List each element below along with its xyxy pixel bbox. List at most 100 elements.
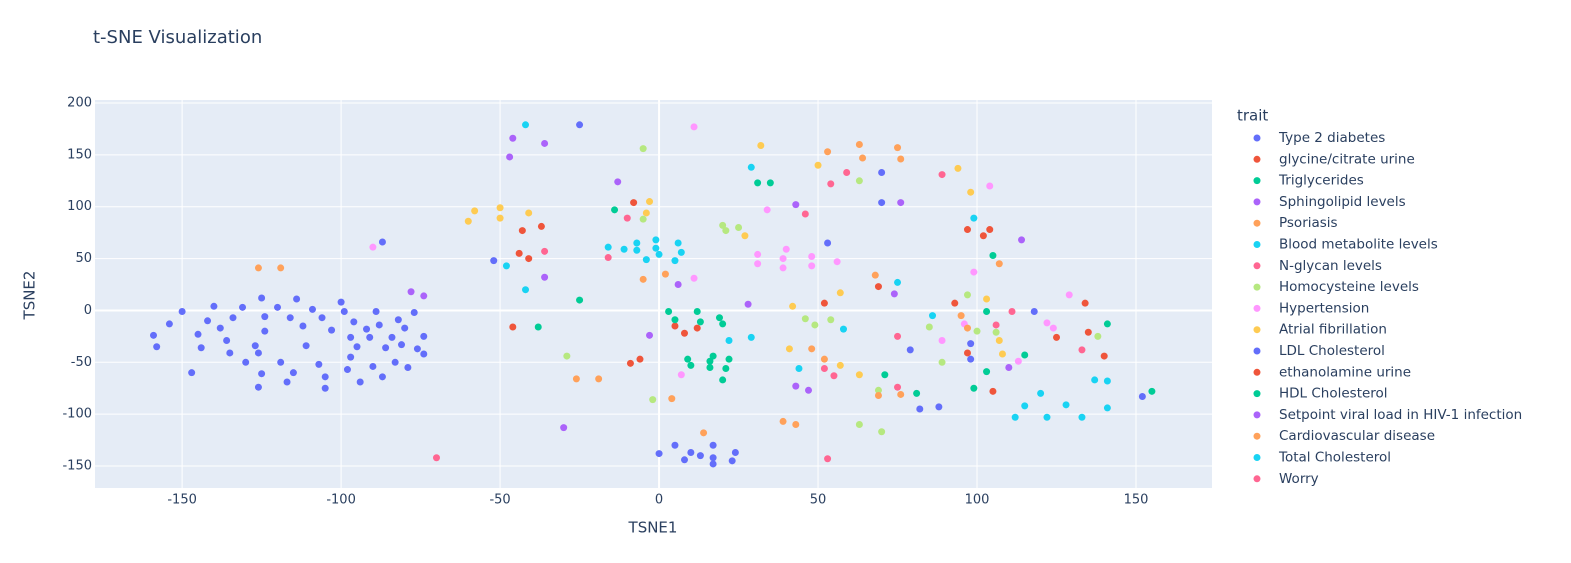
- point: [995, 260, 1003, 268]
- point: [353, 343, 361, 351]
- point: [178, 307, 186, 315]
- point: [328, 326, 336, 334]
- point: [261, 327, 269, 335]
- point: [894, 332, 902, 340]
- point: [792, 421, 800, 429]
- chart-title: t-SNE Visualization: [93, 27, 262, 48]
- legend-marker: [1253, 475, 1261, 483]
- point: [420, 350, 428, 358]
- point: [687, 449, 695, 457]
- point: [824, 239, 832, 247]
- y-tick-label: 50: [75, 251, 92, 266]
- point: [855, 140, 863, 148]
- point: [289, 369, 297, 377]
- point: [223, 337, 231, 345]
- point: [665, 307, 673, 315]
- point: [894, 278, 902, 286]
- point: [696, 452, 704, 460]
- x-tick-label: 150: [1124, 493, 1149, 508]
- point: [432, 454, 440, 462]
- point: [805, 386, 813, 394]
- point: [1091, 376, 1099, 384]
- x-axis-title: TSNE1: [628, 519, 678, 537]
- point: [814, 161, 822, 169]
- point: [894, 383, 902, 391]
- point: [766, 179, 774, 187]
- point: [871, 271, 879, 279]
- y-tick-label: 0: [84, 303, 92, 318]
- point: [258, 370, 266, 378]
- point: [782, 245, 790, 253]
- point: [254, 383, 262, 391]
- point: [715, 314, 723, 322]
- point: [859, 154, 867, 162]
- point: [897, 155, 905, 163]
- point: [1014, 357, 1022, 365]
- point: [935, 403, 943, 411]
- point: [963, 226, 971, 234]
- point: [388, 333, 396, 341]
- point: [706, 357, 714, 365]
- point: [995, 337, 1003, 345]
- point: [986, 226, 994, 234]
- point: [836, 361, 844, 369]
- point: [261, 313, 269, 321]
- y-axis-title: TSNE2: [21, 271, 39, 321]
- point: [820, 365, 828, 373]
- point: [808, 345, 816, 353]
- point: [410, 309, 418, 317]
- point: [496, 204, 504, 212]
- point: [652, 244, 660, 252]
- point: [1103, 320, 1111, 328]
- point: [563, 352, 571, 360]
- point: [789, 302, 797, 310]
- point: [343, 366, 351, 374]
- point: [502, 262, 510, 270]
- point: [855, 421, 863, 429]
- legend-label: Blood metabolite levels: [1279, 237, 1438, 253]
- point: [604, 254, 612, 262]
- point: [989, 387, 997, 395]
- point: [611, 206, 619, 214]
- point: [671, 441, 679, 449]
- point: [709, 460, 717, 468]
- point: [709, 441, 717, 449]
- point: [808, 262, 816, 270]
- point: [677, 371, 685, 379]
- y-tick-label: -50: [71, 355, 92, 370]
- point: [404, 363, 412, 371]
- point: [792, 382, 800, 390]
- point: [792, 201, 800, 209]
- point: [188, 369, 196, 377]
- point: [633, 239, 641, 247]
- point: [709, 352, 717, 360]
- point: [576, 296, 584, 304]
- point: [277, 264, 285, 272]
- point: [989, 251, 997, 259]
- point: [509, 134, 517, 142]
- point: [874, 386, 882, 394]
- point: [652, 236, 660, 244]
- point: [801, 315, 809, 323]
- point: [684, 355, 692, 363]
- point: [226, 349, 234, 357]
- point: [210, 302, 218, 310]
- legend-label: glycine/citrate urine: [1279, 151, 1415, 167]
- point: [706, 363, 714, 371]
- legend-label: Homocysteine levels: [1279, 279, 1419, 295]
- point: [537, 222, 545, 230]
- point: [874, 283, 882, 291]
- legend-marker: [1253, 262, 1261, 270]
- point: [735, 223, 743, 231]
- point: [150, 331, 158, 339]
- point: [967, 188, 975, 196]
- legend-label: Cardiovascular disease: [1279, 428, 1435, 444]
- point: [731, 449, 739, 457]
- point: [1148, 387, 1156, 395]
- point: [1094, 332, 1102, 340]
- legend-label: ethanolamine urine: [1279, 364, 1411, 380]
- point: [407, 288, 415, 296]
- point: [506, 153, 514, 161]
- point: [639, 275, 647, 283]
